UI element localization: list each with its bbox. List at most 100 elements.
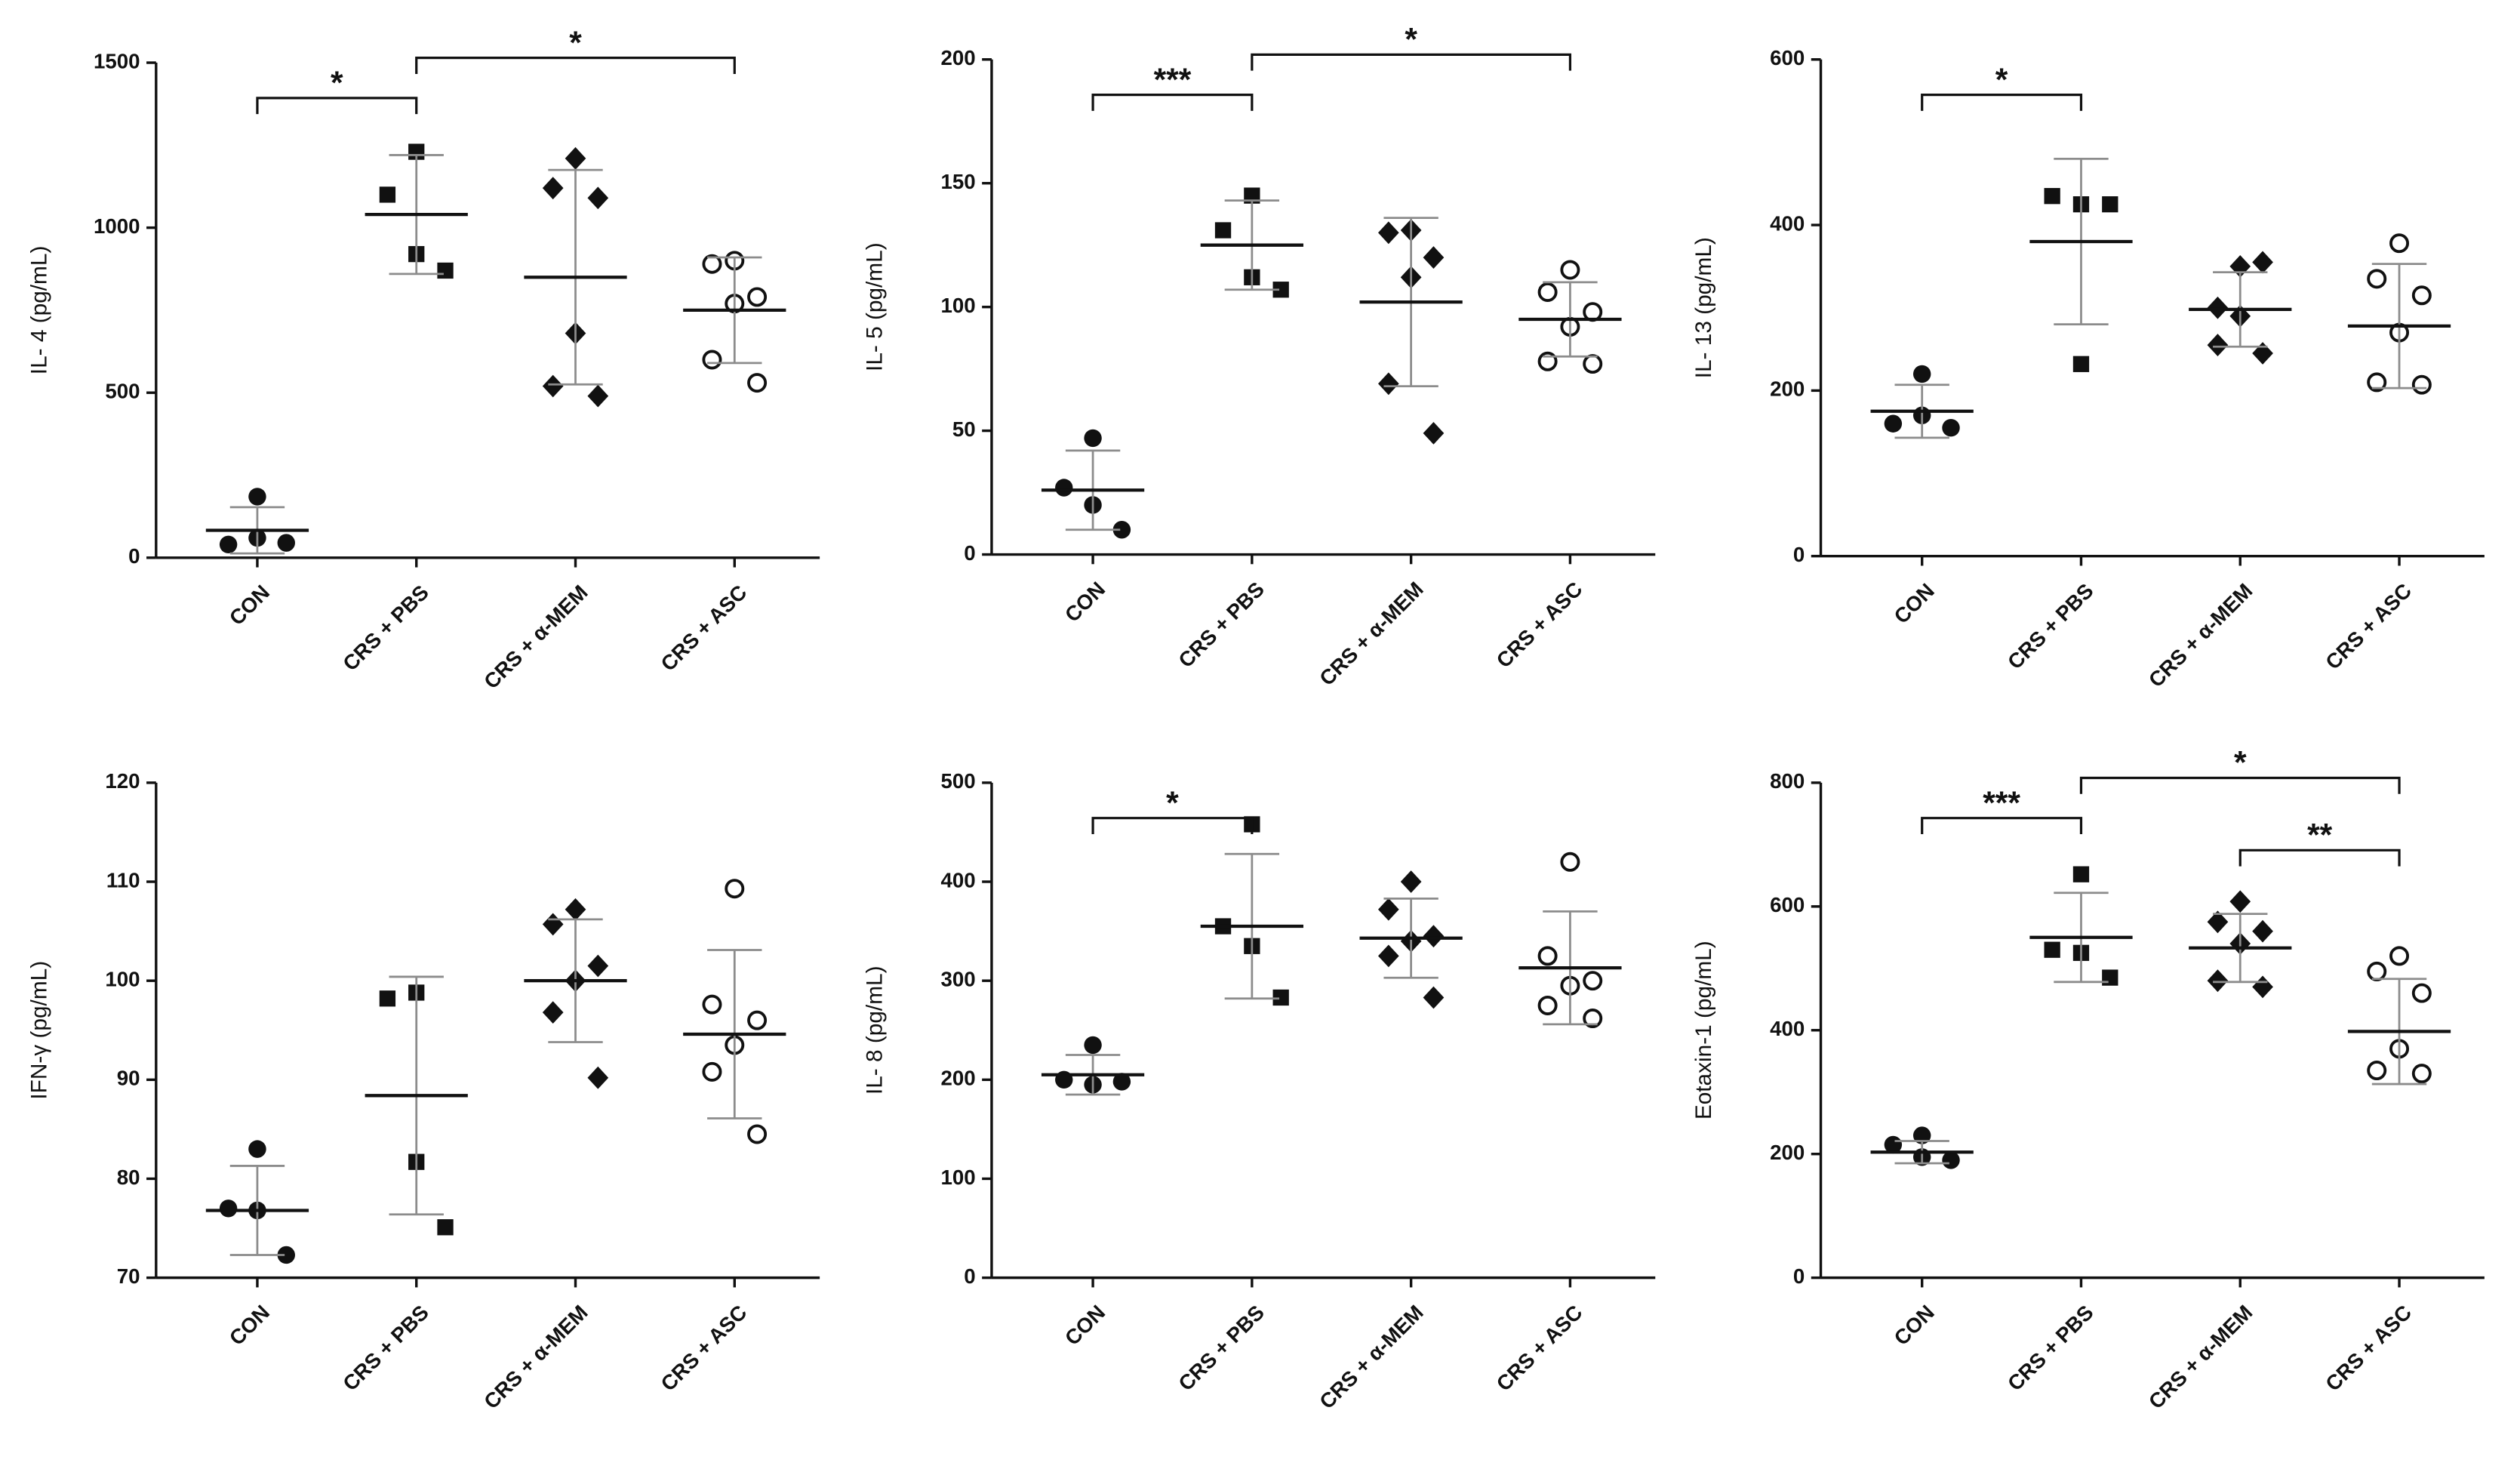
y-tick-label: 600 <box>1770 46 1805 69</box>
point <box>1377 372 1399 396</box>
y-tick-label: 110 <box>106 868 140 892</box>
point <box>702 994 722 1015</box>
y-tick-label: 800 <box>1770 769 1805 793</box>
point <box>2367 961 2387 981</box>
point <box>1912 365 1931 383</box>
significance-bracket <box>1091 817 1254 835</box>
point <box>2207 969 2229 993</box>
y-tick-label: 500 <box>105 380 140 403</box>
point <box>702 254 722 274</box>
point <box>542 1001 564 1024</box>
y-axis-label: IL- 8 (pg/mL) <box>863 965 888 1095</box>
significance-bracket <box>415 57 736 74</box>
significance-label: * <box>1405 22 1417 58</box>
point <box>1423 246 1445 269</box>
x-tick-label: CRS + ASC <box>1492 577 1587 673</box>
y-tick-label: 200 <box>940 1067 975 1090</box>
point <box>2207 910 2229 934</box>
x-tick-label: CRS + PBS <box>338 581 433 676</box>
point <box>1400 870 1422 893</box>
x-tick-label: CON <box>1060 577 1109 627</box>
point <box>702 350 722 370</box>
point <box>2207 296 2229 319</box>
point <box>747 1124 768 1144</box>
point <box>2252 251 2273 274</box>
y-tick-label: 100 <box>940 294 975 317</box>
panel: 0 200 400 600 IL- 13 (pg/mL) CON CRS + PBS CRS … <box>1691 46 2485 691</box>
panel: 0 500 1000 1500 IL- 4 (pg/mL) CON CRS + PBS CRS… <box>26 25 820 694</box>
significance-bracket <box>1921 94 2083 111</box>
x-tick-label: CON <box>1889 1301 1938 1350</box>
point <box>1377 221 1399 245</box>
x-tick-label: CRS + α-MEM <box>2144 579 2257 692</box>
point <box>277 1246 295 1264</box>
point <box>1583 971 1603 991</box>
point <box>2229 890 2251 913</box>
x-tick-label: CRS + α-MEM <box>2144 1301 2257 1414</box>
x-tick-label: CRS + ASC <box>2321 1301 2416 1396</box>
x-tick-label: CRS + PBS <box>1174 1301 1269 1396</box>
significance-label: * <box>2234 745 2247 781</box>
panel: 0 200 400 600 800 Eotaxin-1 (pg/mL) CON CRS + P… <box>1691 745 2485 1414</box>
y-tick-label: 150 <box>940 170 975 193</box>
point <box>565 898 586 921</box>
x-tick-label: CON <box>1060 1301 1109 1350</box>
point <box>1377 944 1399 968</box>
y-tick-label: 80 <box>117 1166 140 1189</box>
point <box>2389 233 2410 254</box>
significance-label: * <box>331 65 343 101</box>
point <box>277 534 295 552</box>
point <box>2411 1064 2432 1084</box>
point <box>542 177 564 200</box>
point <box>747 287 768 307</box>
significance-bracket <box>2238 848 2401 867</box>
y-tick-label: 0 <box>964 541 975 565</box>
point <box>1055 479 1073 497</box>
y-tick-label: 400 <box>940 868 975 892</box>
point <box>1377 898 1399 921</box>
x-tick-label: CRS + PBS <box>1174 577 1269 673</box>
point <box>2367 1061 2387 1081</box>
point <box>2102 969 2118 986</box>
x-tick-label: CRS + α-MEM <box>479 581 592 694</box>
significance-bracket <box>1921 817 2083 835</box>
point <box>1423 925 1445 948</box>
point <box>1084 429 1102 448</box>
point <box>2252 342 2273 365</box>
y-axis-label: IFN-γ (pg/mL) <box>26 961 51 1100</box>
point <box>1423 421 1445 445</box>
x-tick-label: CRS + ASC <box>656 1301 751 1396</box>
y-tick-label: 90 <box>117 1067 140 1090</box>
point <box>702 1061 722 1082</box>
y-tick-label: 50 <box>952 417 976 441</box>
point <box>2252 975 2273 999</box>
point <box>2389 946 2410 966</box>
y-tick-label: 600 <box>1770 893 1805 916</box>
y-axis-label: IL- 4 (pg/mL) <box>26 246 51 375</box>
panel: 0 50 100 150 200 IL- 5 (pg/mL) CON CRS + PBS CRS… <box>863 22 1656 690</box>
point <box>587 954 609 978</box>
significance-label: *** <box>1983 785 2020 821</box>
significance-bracket <box>1091 94 1254 111</box>
point <box>1537 995 1558 1015</box>
point <box>1560 852 1580 872</box>
point <box>2072 866 2090 882</box>
point <box>1537 282 1558 302</box>
y-tick-label: 200 <box>940 46 975 69</box>
x-tick-label: CRS + ASC <box>656 581 751 676</box>
point <box>2367 269 2387 289</box>
x-tick-label: CRS + ASC <box>1492 1301 1587 1396</box>
x-tick-label: CRS + ASC <box>2321 579 2416 674</box>
point <box>379 186 396 203</box>
y-axis-label: Eotaxin-1 (pg/mL) <box>1691 941 1716 1119</box>
y-tick-label: 100 <box>105 967 140 990</box>
y-axis-label: IL- 13 (pg/mL) <box>1691 237 1716 378</box>
point <box>2252 919 2273 943</box>
point <box>2207 334 2229 356</box>
y-tick-label: 0 <box>964 1264 975 1288</box>
point <box>248 1140 266 1158</box>
x-tick-label: CRS + PBS <box>2003 579 2098 674</box>
point <box>1583 354 1603 374</box>
point <box>1912 1126 1931 1144</box>
significance-label: *** <box>1154 62 1192 98</box>
